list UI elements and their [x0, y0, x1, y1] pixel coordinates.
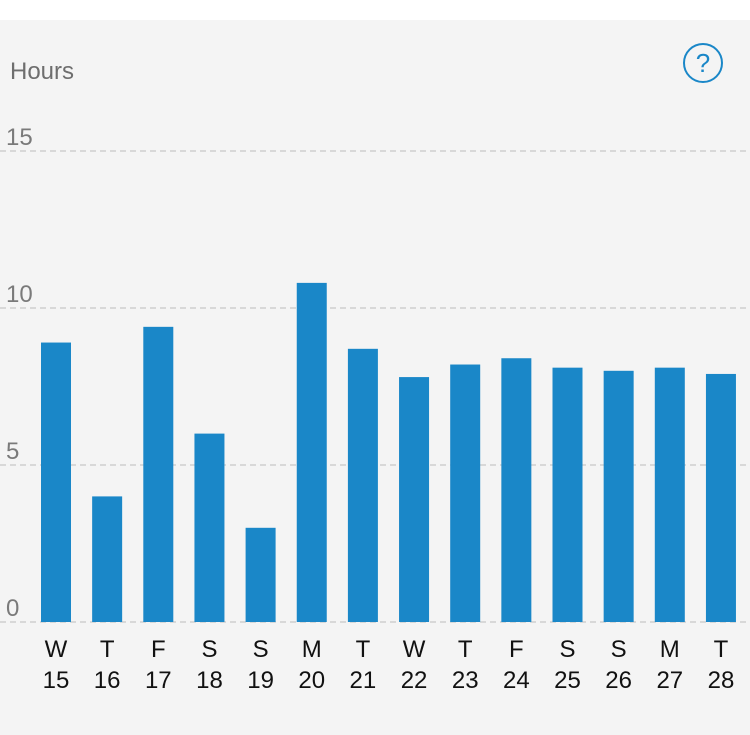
x-tick-day-label: T	[100, 636, 115, 663]
y-tick-label: 0	[6, 595, 19, 622]
x-tick-date-label: 25	[554, 667, 581, 694]
y-axis-unit-label: Hours	[10, 58, 75, 85]
x-tick-date-label: 17	[145, 667, 172, 694]
x-tick-day-label: S	[559, 636, 575, 663]
x-tick-day-label: T	[458, 636, 473, 663]
x-tick-date-label: 16	[94, 667, 121, 694]
bar[interactable]	[552, 367, 583, 622]
y-tick-label: 10	[6, 281, 33, 308]
x-tick-date-label: 27	[656, 667, 683, 694]
x-tick-date-label: 28	[708, 667, 735, 694]
bar[interactable]	[194, 433, 225, 622]
bar[interactable]	[92, 496, 123, 622]
bar[interactable]	[41, 342, 71, 622]
x-tick-date-label: 18	[196, 667, 223, 694]
bar[interactable]	[296, 282, 327, 622]
bar-chart: 0 5 10 15 W 15 T 16 F 17 S 18 S 19 M 20 T 21 W 22 T 23 F 24 S 25 S…	[0, 124, 750, 694]
bar[interactable]	[450, 364, 481, 622]
bar[interactable]	[501, 358, 532, 622]
bar[interactable]	[245, 527, 276, 622]
x-tick-day-label: T	[356, 636, 371, 663]
bar[interactable]	[705, 373, 736, 622]
x-tick-day-label: W	[403, 636, 426, 663]
x-tick-date-label: 23	[452, 667, 479, 694]
x-tick-date-label: 21	[350, 667, 377, 694]
bar[interactable]	[603, 370, 634, 622]
chart-panel: Hours ? 0 5 10 15 W 15 T 16 F 17 S 18 S 19 M 20 T 21 W 22 T 2…	[0, 20, 750, 735]
y-tick-label: 5	[6, 438, 19, 465]
x-tick-day-label: M	[660, 636, 680, 663]
x-tick-date-label: 26	[605, 667, 632, 694]
x-tick-date-label: 20	[298, 667, 325, 694]
bar[interactable]	[399, 377, 430, 622]
y-tick-label: 15	[6, 124, 33, 151]
question-mark-circle-icon[interactable]: ?	[683, 43, 723, 83]
bar[interactable]	[143, 326, 174, 622]
x-tick-date-label: 15	[43, 667, 70, 694]
x-tick-day-label: F	[509, 636, 524, 663]
x-tick-day-label: S	[611, 636, 627, 663]
x-tick-date-label: 24	[503, 667, 530, 694]
x-tick-day-label: S	[201, 636, 217, 663]
x-tick-day-label: F	[151, 636, 166, 663]
x-tick-day-label: M	[302, 636, 322, 663]
x-tick-day-label: T	[714, 636, 729, 663]
x-tick-date-label: 19	[247, 667, 274, 694]
bar[interactable]	[654, 367, 685, 622]
x-tick-day-label: W	[45, 636, 68, 663]
x-tick-day-label: S	[253, 636, 269, 663]
bar[interactable]	[347, 348, 378, 622]
x-tick-date-label: 22	[401, 667, 428, 694]
